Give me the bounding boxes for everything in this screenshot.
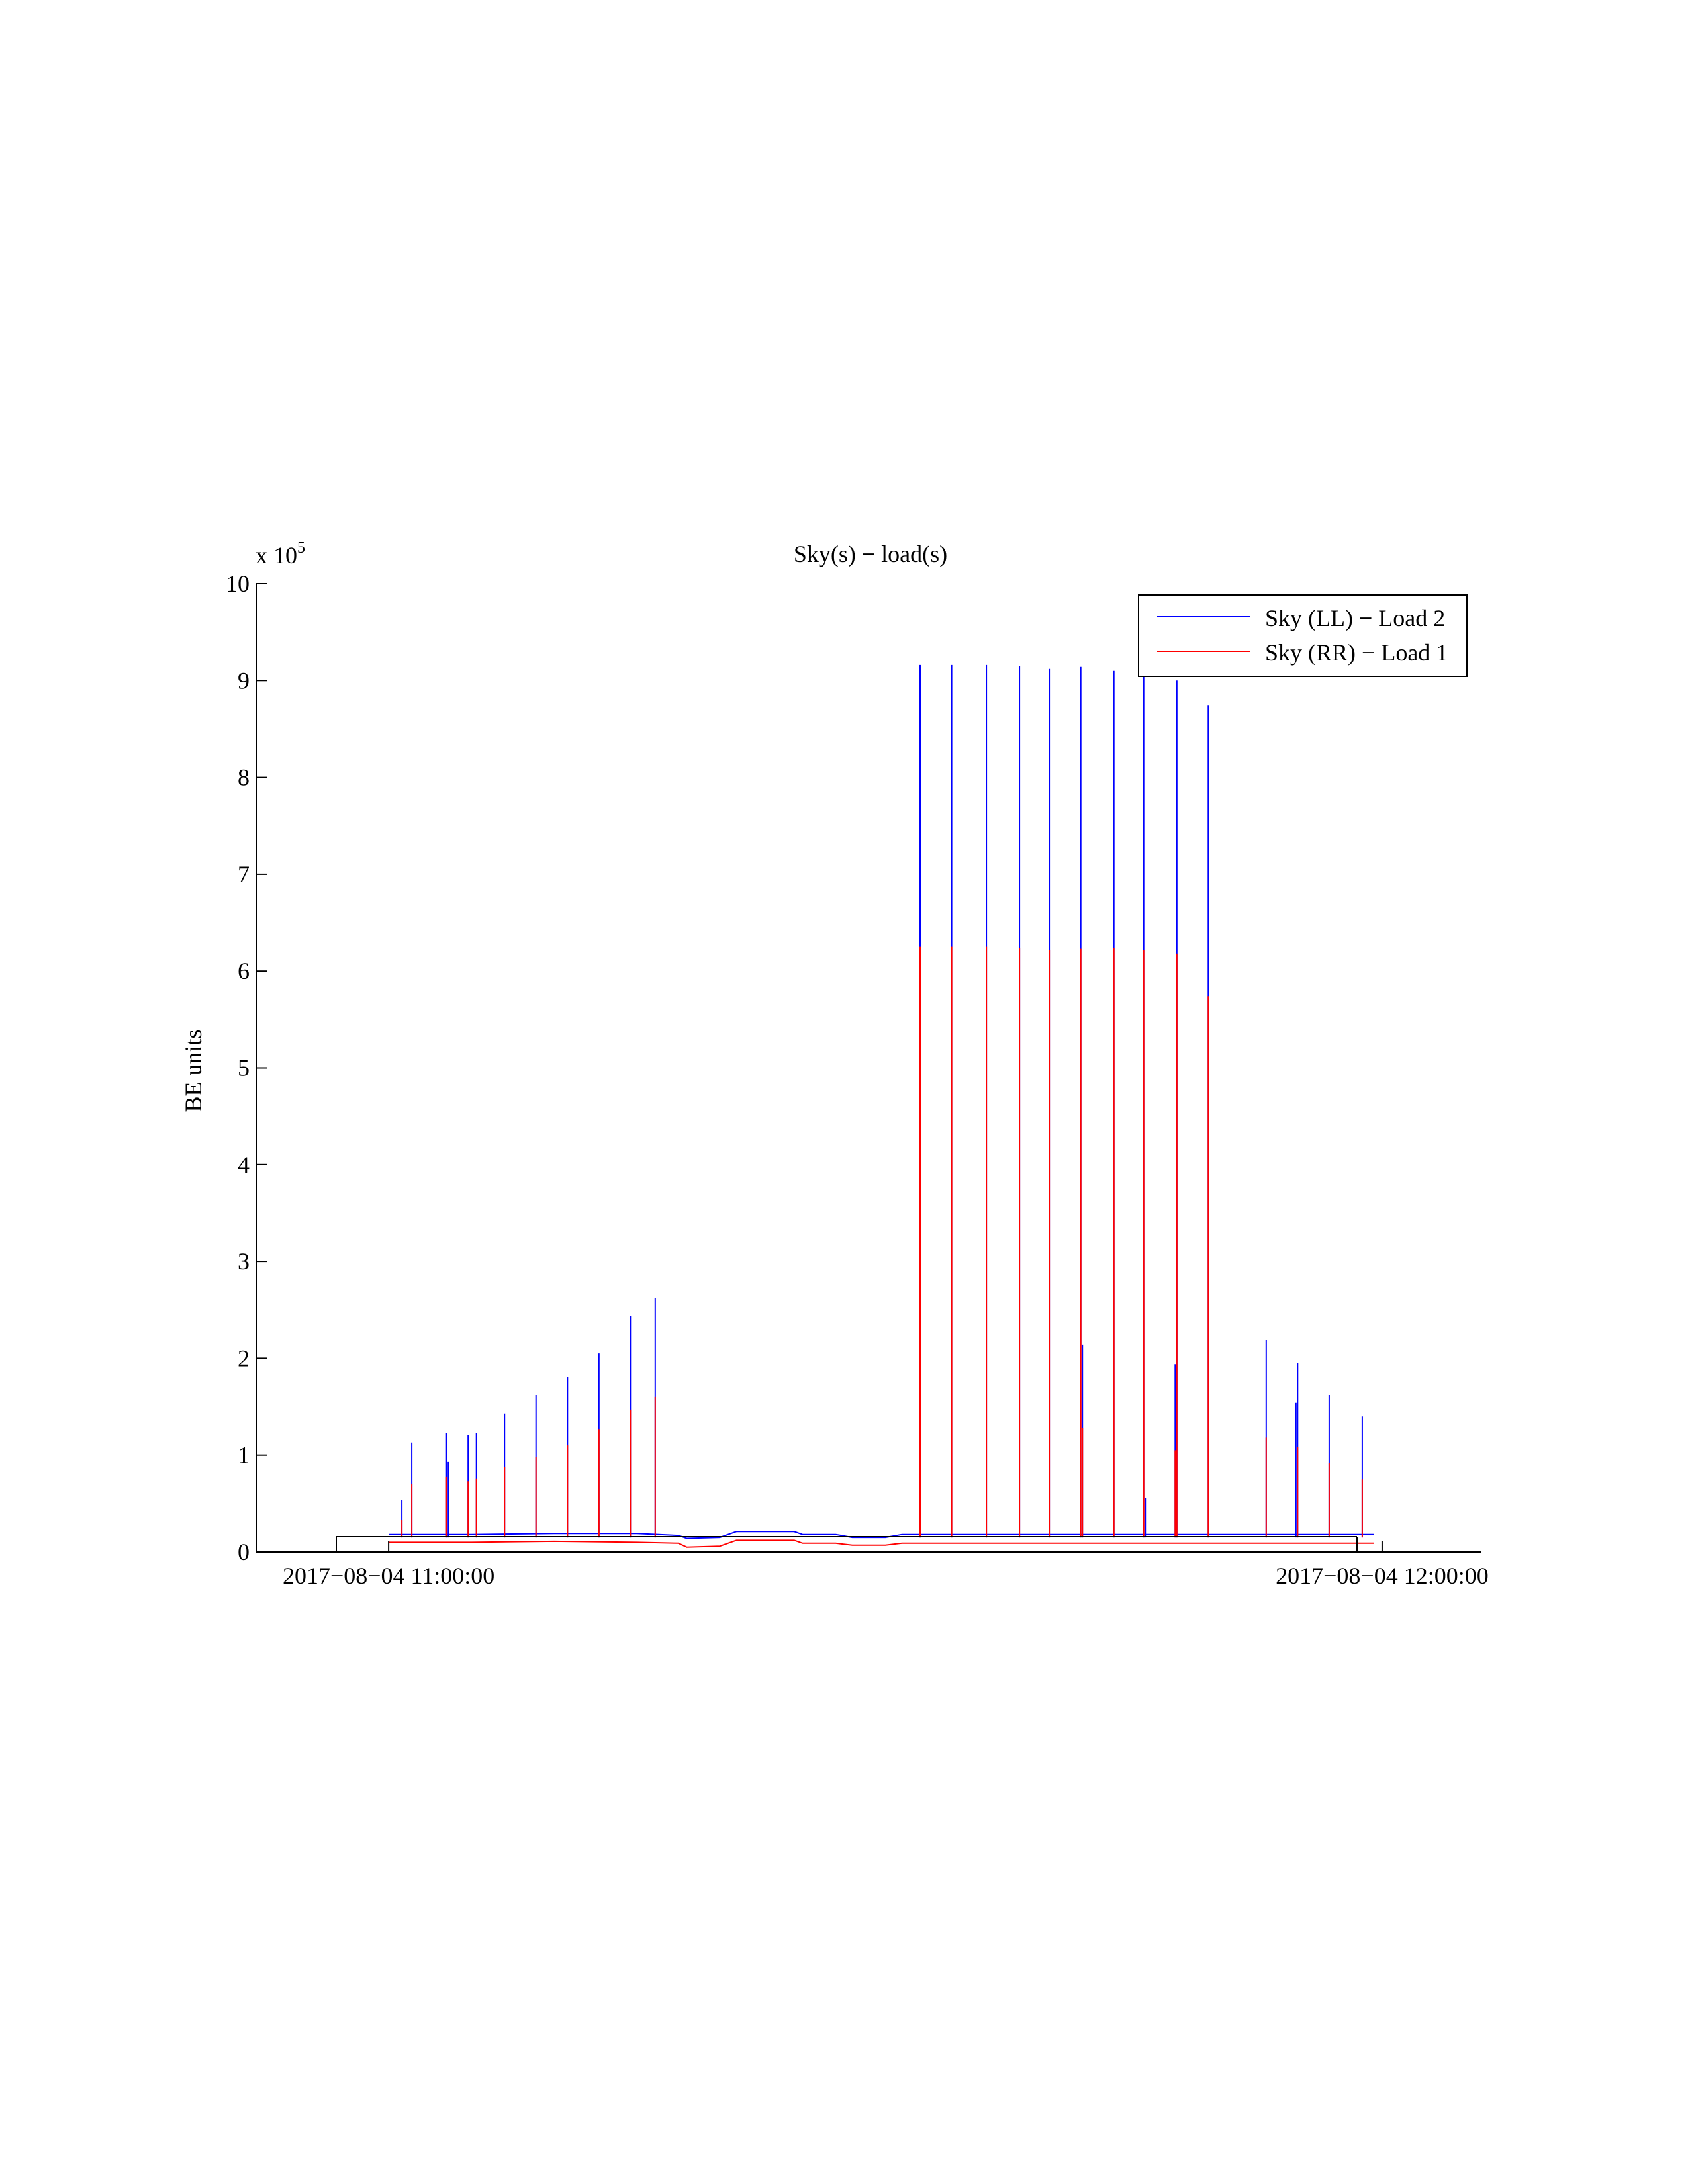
y-axis-label: BE units — [180, 1029, 207, 1112]
y-tick-label: 2 — [238, 1345, 250, 1371]
y-tick-label: 3 — [238, 1248, 250, 1275]
y-ticks: 0 1 2 3 4 5 6 7 8 9 10 — [226, 570, 267, 1565]
y-tick-label: 0 — [238, 1539, 250, 1565]
x-tick-label: 2017−08−04 12:00:00 — [1276, 1563, 1489, 1589]
x-tick-label: 2017−08−04 11:00:00 — [283, 1563, 494, 1589]
y-tick-label: 1 — [238, 1442, 250, 1469]
chart-title: Sky(s) − load(s) — [794, 541, 947, 567]
legend-box — [1138, 594, 1468, 677]
y-tick-label: 5 — [238, 1055, 250, 1081]
plot-area — [389, 664, 1374, 1548]
legend-label-sky-ll: Sky (LL) − Load 2 — [1265, 605, 1445, 631]
y-tick-label: 10 — [226, 570, 250, 597]
y-tick-label: 9 — [238, 667, 250, 694]
y-multiplier-label: x 105 — [256, 539, 305, 569]
legend-label-sky-rr: Sky (RR) − Load 1 — [1265, 639, 1448, 666]
y-tick-label: 4 — [238, 1152, 250, 1178]
series-line-sky-rr — [389, 1539, 1374, 1548]
legend: Sky (LL) − Load 2 Sky (RR) − Load 1 — [1138, 594, 1468, 677]
y-tick-label: 8 — [238, 764, 250, 791]
x-ticks: 2017−08−04 11:00:00 2017−08−04 12:00:00 — [283, 1541, 1489, 1589]
y-tick-label: 6 — [238, 958, 250, 984]
y-tick-label: 7 — [238, 861, 250, 887]
